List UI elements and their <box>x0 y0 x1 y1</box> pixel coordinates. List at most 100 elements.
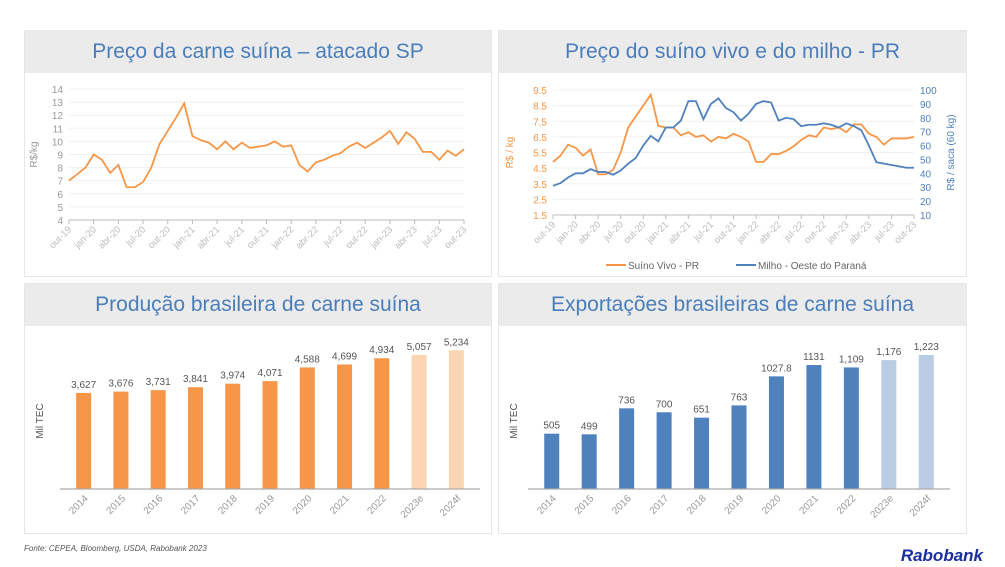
bar-2019 <box>731 405 747 489</box>
x-tick-label: 2015 <box>105 493 129 517</box>
panel-production: Produção brasileira de carne suína Mil T… <box>24 283 492 534</box>
series-line-0 <box>552 92 915 176</box>
y2-tick-label: 40 <box>920 169 932 180</box>
x-tick-label: jan-21 <box>170 224 197 251</box>
x-tick-label: jul-21 <box>691 219 716 244</box>
y-tick-label: 3.5 <box>533 180 547 191</box>
x-tick-label: out-22 <box>344 224 371 251</box>
y-tick-label: 6.5 <box>533 133 547 144</box>
bar-2021 <box>337 364 353 489</box>
bar-2022 <box>843 367 859 489</box>
data-label: 5,057 <box>407 342 432 353</box>
y-tick-label: 9.5 <box>533 86 547 97</box>
x-tick-label: jul-23 <box>872 219 897 244</box>
x-tick-label: out-19 <box>47 224 74 251</box>
x-tick-label: 2016 <box>142 493 166 517</box>
y2-tick-label: 10 <box>920 211 932 222</box>
y-tick-label: 9 <box>57 151 63 162</box>
x-tick-label: 2014 <box>67 493 91 517</box>
bar-chart-production: Mil TEC 3,627 2014 3,676 2015 3,731 2016 3,841 2… <box>35 337 480 521</box>
source-note: Fonte: CEPEA, Bloomberg, USDA, Rabobank … <box>24 544 207 553</box>
y-tick-label: 7 <box>57 177 63 188</box>
x-tick-label: 2018 <box>216 493 240 517</box>
x-tick-label: abr-22 <box>757 219 784 246</box>
y-tick-label: 8.5 <box>533 102 547 113</box>
bar-2022 <box>374 358 390 489</box>
data-label: 651 <box>693 405 710 416</box>
data-label: 4,588 <box>295 354 320 365</box>
x-tick-label: jul-20 <box>601 219 626 244</box>
x-tick-label: out-21 <box>712 219 739 246</box>
bar-2016 <box>150 390 166 489</box>
data-label: 3,974 <box>220 371 245 382</box>
x-tick-label: 2016 <box>610 493 634 517</box>
legend-label: Milho - Oeste do Paraná <box>758 261 867 272</box>
y-axis-label: Mil TEC <box>509 403 520 438</box>
y2-tick-label: 50 <box>920 155 932 166</box>
x-tick-label: 2014 <box>535 493 559 517</box>
x-tick-label: jul-23 <box>420 224 445 249</box>
x-tick-label: 2018 <box>685 493 709 517</box>
line-chart-hog-corn: 1.5 2.5 3.5 4.5 5.5 6.5 7.5 8.5 9.5 10 20 30 40 50 60 7… <box>505 86 957 272</box>
y-tick-label: 12 <box>52 111 64 122</box>
bar-2024f <box>918 354 934 489</box>
y-tick-label: 5 <box>57 203 63 214</box>
x-tick-label: jul-20 <box>123 224 148 249</box>
data-label: 4,934 <box>369 345 394 356</box>
x-tick-label: out-21 <box>245 224 272 251</box>
data-label: 1,176 <box>876 347 901 358</box>
x-tick-label: 2020 <box>291 493 315 517</box>
chart-title: Produção brasileira de carne suína <box>25 284 491 326</box>
x-tick-label: 2022 <box>835 493 859 517</box>
data-label: 3,841 <box>183 374 208 385</box>
x-tick-label: 2023e <box>399 493 427 521</box>
x-tick-label: 2024f <box>438 493 464 519</box>
x-tick-label: abr-23 <box>847 219 874 246</box>
data-label: 1,223 <box>914 342 939 353</box>
x-tick-label: 2021 <box>328 493 352 517</box>
y-axis-label: Mil TEC <box>35 403 46 438</box>
x-tick-label: 2015 <box>573 493 597 517</box>
bar-2015 <box>113 391 129 489</box>
x-tick-label: out-23 <box>442 224 469 251</box>
y-tick-label: 6 <box>57 190 63 201</box>
bar-chart-exports: Mil TEC 505 2014 499 2015 736 2016 700 2017 651 20… <box>509 342 950 521</box>
x-tick-label: 2019 <box>254 493 278 517</box>
y-tick-label: 1.5 <box>533 211 547 222</box>
bar-2018 <box>225 383 241 489</box>
x-tick-label: jan-20 <box>554 219 581 246</box>
y2-tick-label: 30 <box>920 183 932 194</box>
bar-2019 <box>262 381 278 489</box>
bar-2014 <box>544 433 560 489</box>
x-tick-label: jul-22 <box>781 219 806 244</box>
chart-title: Preço da carne suína – atacado SP <box>25 31 491 73</box>
x-tick-label: 2017 <box>648 493 672 517</box>
data-label: 4,071 <box>257 368 282 379</box>
y-tick-label: 13 <box>52 98 64 109</box>
data-label: 5,234 <box>444 337 469 348</box>
x-tick-label: abr-20 <box>96 224 123 251</box>
y2-tick-label: 70 <box>920 128 932 139</box>
bar-2017 <box>187 387 203 489</box>
x-tick-label: out-20 <box>622 219 649 246</box>
series-line-0 <box>68 101 465 189</box>
x-tick-label: out-19 <box>531 219 558 246</box>
x-tick-label: out-23 <box>892 219 919 246</box>
x-tick-label: abr-22 <box>294 224 321 251</box>
data-label: 736 <box>618 395 635 406</box>
x-tick-label: jan-23 <box>824 219 851 246</box>
y2-tick-label: 100 <box>920 86 937 97</box>
x-tick-label: 2017 <box>179 493 203 517</box>
x-tick-label: 2021 <box>798 493 822 517</box>
x-tick-label: abr-21 <box>666 219 693 246</box>
x-tick-label: out-22 <box>802 219 829 246</box>
x-tick-label: abr-20 <box>576 219 603 246</box>
x-tick-label: jul-21 <box>222 224 247 249</box>
data-label: 763 <box>731 392 748 403</box>
y-tick-label: 4 <box>57 216 63 227</box>
data-label: 505 <box>543 421 560 432</box>
data-label: 499 <box>581 421 598 432</box>
bar-2016 <box>619 408 635 489</box>
